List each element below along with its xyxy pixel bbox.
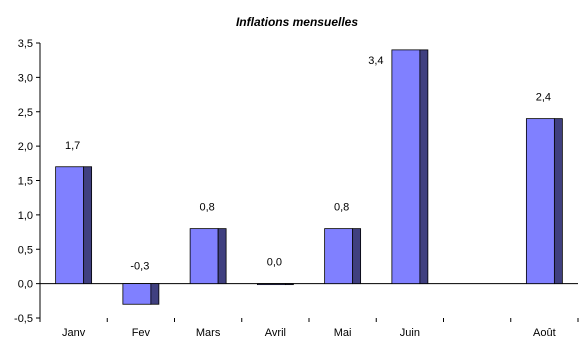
y-tick-label: 3,0	[18, 72, 33, 84]
x-tick-label: Juin	[400, 327, 420, 338]
bar-side	[150, 283, 160, 305]
bar-side	[352, 228, 362, 285]
x-tick-label: Mai	[334, 327, 352, 338]
bar	[525, 118, 555, 285]
bar	[189, 228, 219, 285]
data-label: -0,3	[130, 261, 149, 273]
bar-side	[217, 228, 227, 285]
data-label: 0,0	[267, 257, 282, 269]
bar	[256, 283, 286, 286]
data-label: 0,8	[199, 202, 214, 214]
data-label: 2,4	[536, 92, 551, 104]
y-tick-label: 0,5	[18, 244, 33, 256]
x-tick-label: Août	[533, 327, 556, 338]
data-label: 3,4	[368, 55, 383, 67]
y-tick-label: 2,5	[18, 107, 33, 119]
bar	[324, 228, 354, 285]
x-axis: Janv Fev Mars Avril Mai Juin Août	[39, 283, 579, 338]
bar-side	[553, 118, 563, 285]
x-tick-label: Mars	[196, 327, 221, 338]
data-label: 1,7	[65, 140, 80, 152]
x-tick-label: Avril	[265, 327, 286, 338]
bars	[55, 49, 563, 305]
y-axis: -0,5 0,0 0,5 1,0 1,5 2,0 2,5 3,0 3,5	[14, 38, 41, 325]
data-labels: 1,7 -0,3 0,8 0,0 0,8 3,4 2,4	[65, 55, 551, 273]
bar-side	[284, 283, 294, 286]
y-tick-label: 2,0	[18, 141, 33, 153]
y-tick-label: 3,5	[18, 38, 33, 50]
bar-side	[419, 49, 429, 285]
y-tick-label: -0,5	[14, 313, 33, 325]
bar	[55, 166, 85, 285]
data-label: 0,8	[334, 202, 349, 214]
bar	[122, 283, 152, 305]
chart-title: Inflations mensuelles	[236, 15, 358, 29]
bar	[391, 49, 421, 285]
bar-side	[83, 166, 93, 285]
x-tick-label: Janv	[62, 327, 86, 338]
y-tick-label: 1,0	[18, 210, 33, 222]
y-tick-label: 1,5	[18, 176, 33, 188]
y-tick-label: 0,0	[18, 279, 33, 291]
x-tick-label: Fev	[132, 327, 151, 338]
